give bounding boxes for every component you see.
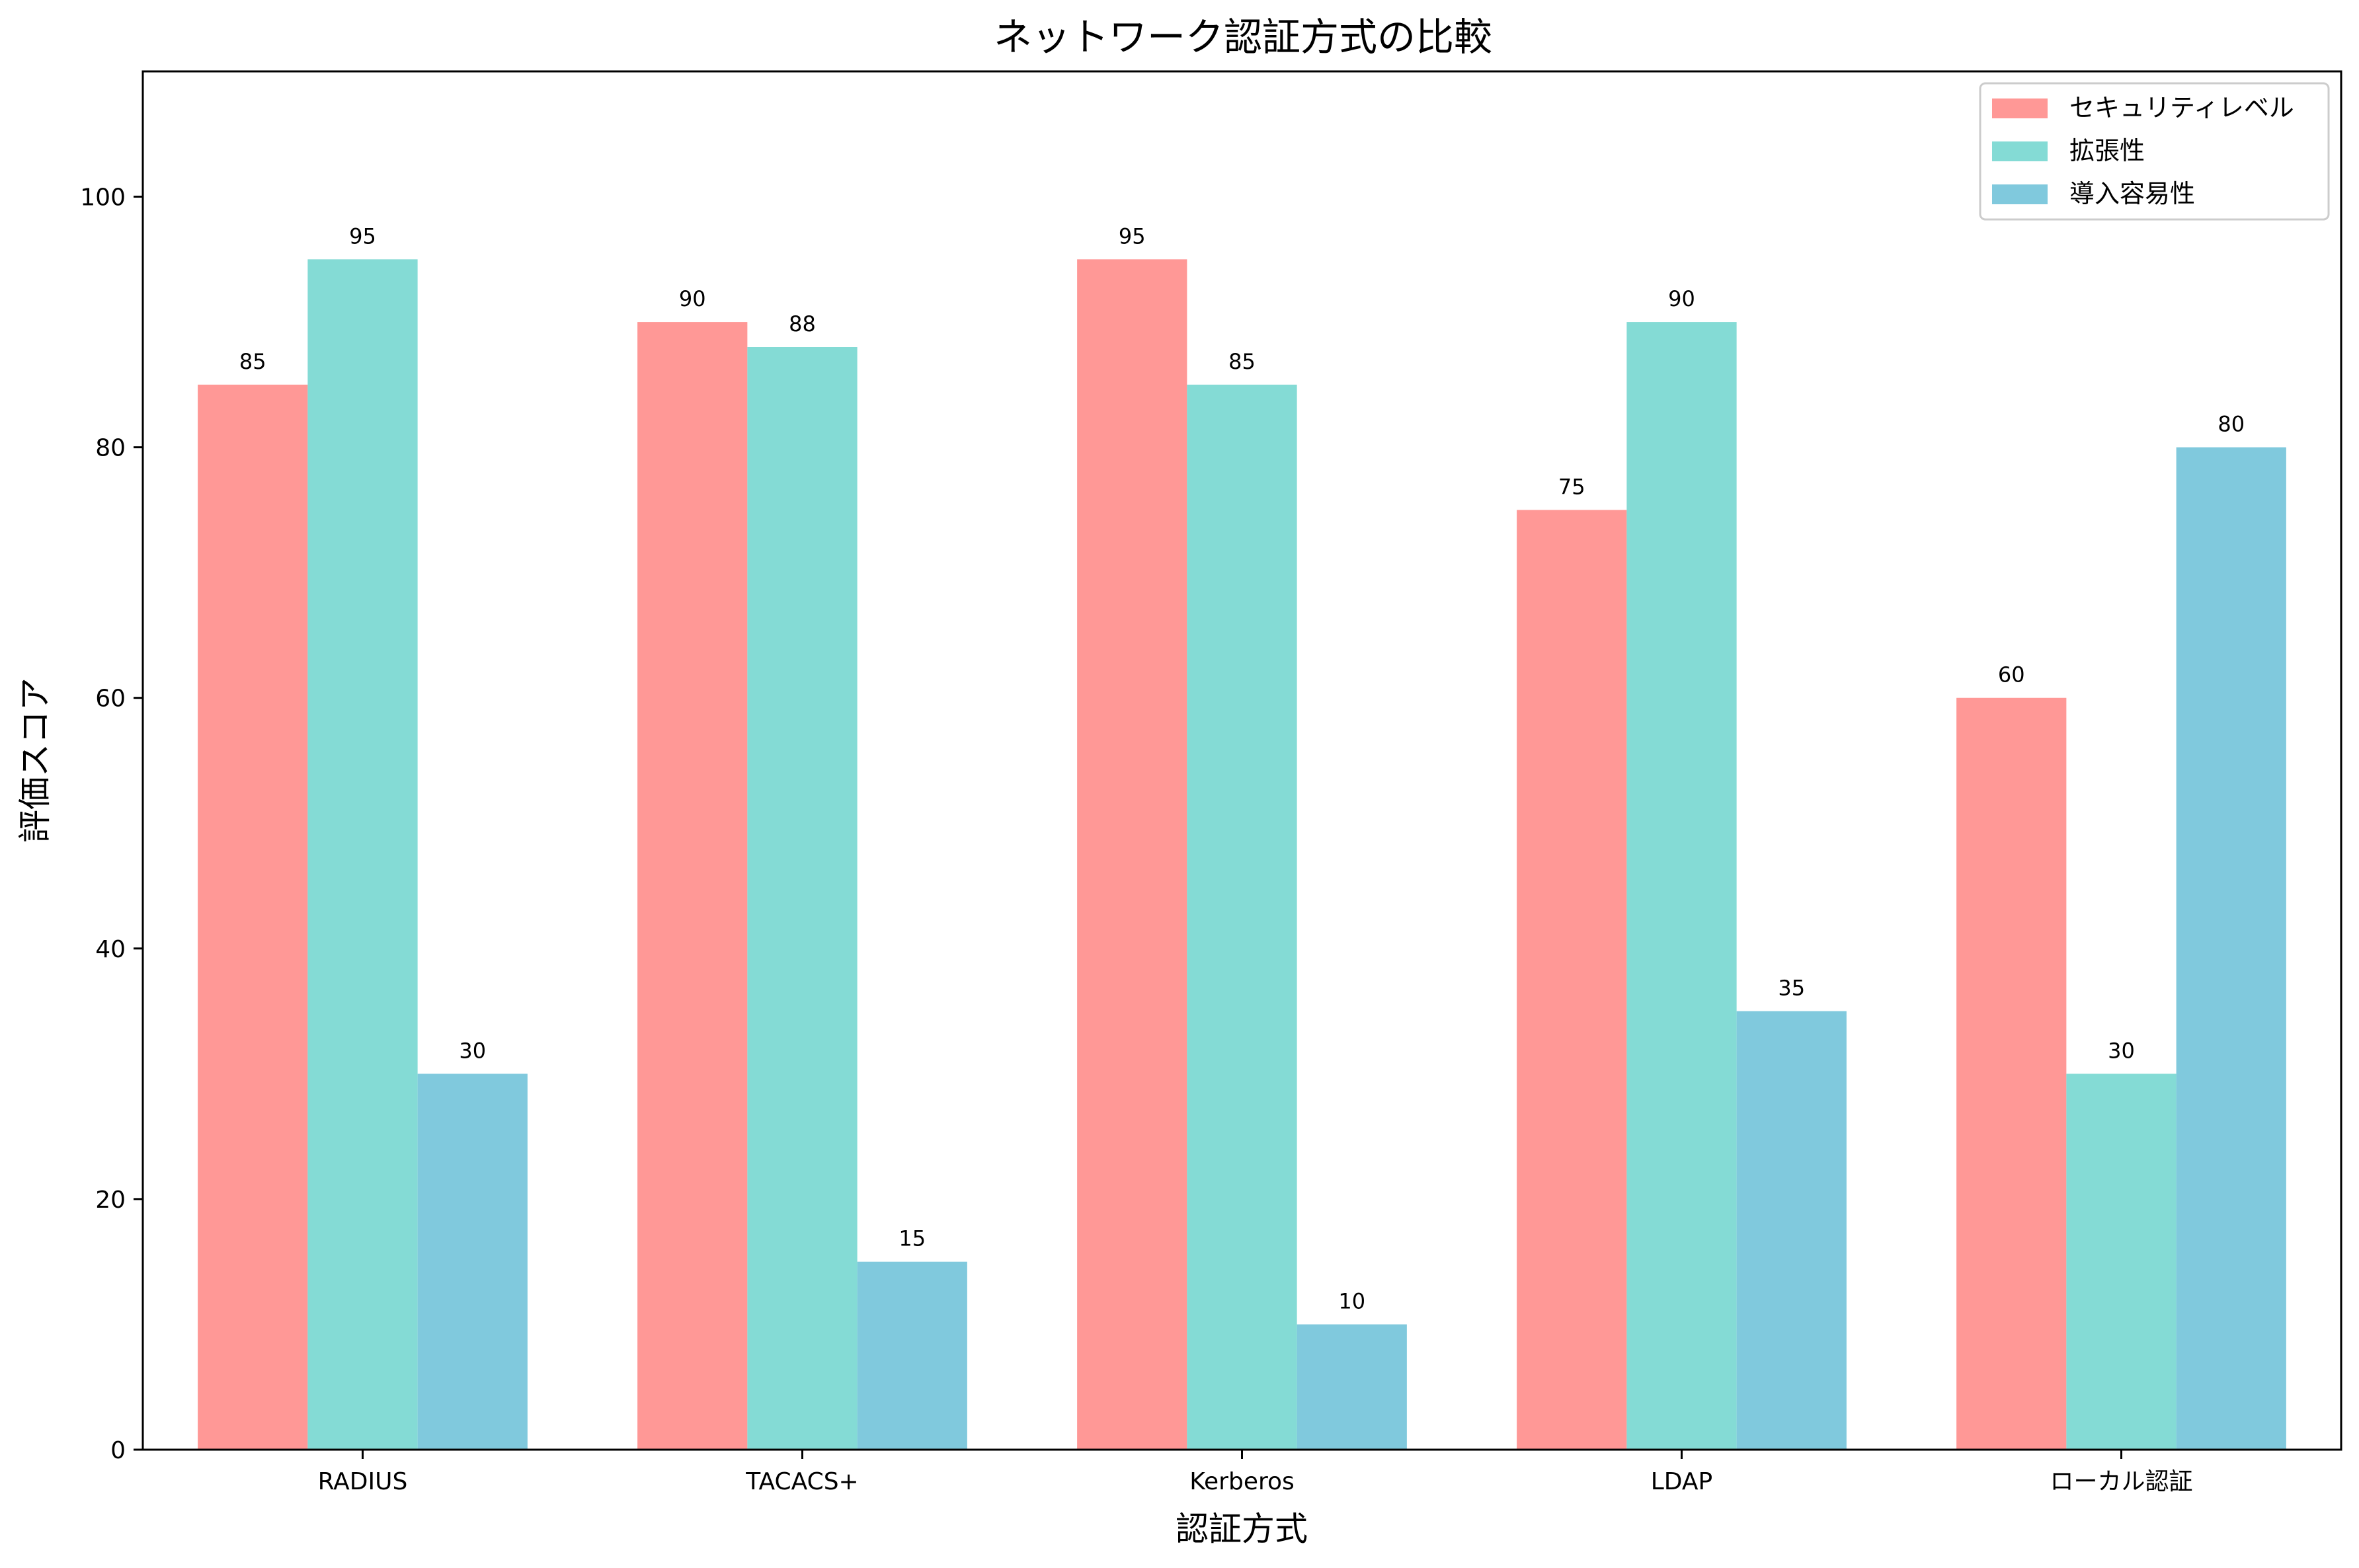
bar — [198, 384, 308, 1450]
axes: 0 20 40 60 80 100 RADIUS TACACS+ Kerberos LDAP ローカ… — [80, 184, 2192, 1495]
legend-swatch — [1992, 98, 2048, 118]
bar — [747, 347, 858, 1450]
x-tick-label: ローカル認証 — [2050, 1468, 2192, 1495]
legend-swatch — [1992, 141, 2048, 161]
y-tick-label: 0 — [110, 1437, 126, 1464]
bar-value-label: 15 — [899, 1226, 926, 1251]
bar — [417, 1074, 528, 1450]
bar — [1626, 322, 1737, 1450]
y-tick-label: 80 — [95, 435, 126, 462]
y-axis-label: 評価スコア — [16, 678, 54, 843]
bar-value-label: 85 — [1228, 349, 1256, 374]
bar-value-label: 95 — [349, 223, 376, 249]
bar-value-label: 60 — [1998, 662, 2025, 687]
bar — [1517, 510, 1627, 1450]
y-tick-label: 100 — [80, 184, 126, 212]
bar-value-label: 85 — [239, 349, 266, 374]
y-tick-label: 40 — [95, 936, 126, 963]
bar-value-label: 80 — [2218, 412, 2245, 437]
bar — [1077, 259, 1187, 1450]
bar-value-label: 75 — [1558, 474, 1585, 499]
x-axis-label: 認証方式 — [1176, 1510, 1308, 1548]
y-tick-label: 20 — [95, 1187, 126, 1214]
x-tick-label: TACACS+ — [745, 1468, 858, 1495]
legend-label: 拡張性 — [2069, 136, 2145, 165]
bar-value-label: 88 — [789, 311, 816, 336]
legend-box — [1979, 82, 2330, 221]
bar — [1187, 384, 1297, 1450]
bar — [2066, 1074, 2177, 1450]
bar-value-label: 90 — [679, 286, 706, 311]
bar — [1297, 1324, 1407, 1450]
bar — [1956, 697, 2067, 1450]
bar — [637, 322, 748, 1450]
chart-title: ネットワーク認証方式の比較 — [994, 15, 1492, 59]
bar-value-label: 95 — [1119, 223, 1146, 249]
bar — [2176, 447, 2286, 1450]
legend-label: 導入容易性 — [2069, 179, 2195, 208]
bar-value-label: 90 — [1668, 286, 1695, 311]
legend-label: セキュリティレベル — [2069, 93, 2294, 122]
bar-value-label: 30 — [2108, 1038, 2135, 1063]
y-tick-label: 60 — [95, 686, 126, 713]
x-tick-label: Kerberos — [1189, 1468, 1295, 1495]
plot-area: 85 90 95 75 60 95 88 85 90 30 30 15 10 35 80 — [198, 223, 2286, 1450]
legend-swatch — [1992, 184, 2048, 204]
bar — [307, 259, 418, 1450]
bar-value-label: 30 — [459, 1038, 486, 1063]
x-tick-label: RADIUS — [318, 1468, 408, 1495]
bar-value-label: 35 — [1778, 976, 1805, 1001]
bar-value-label: 10 — [1338, 1288, 1365, 1313]
bar — [857, 1261, 967, 1450]
bar — [1736, 1011, 1847, 1450]
x-tick-label: LDAP — [1651, 1468, 1712, 1495]
